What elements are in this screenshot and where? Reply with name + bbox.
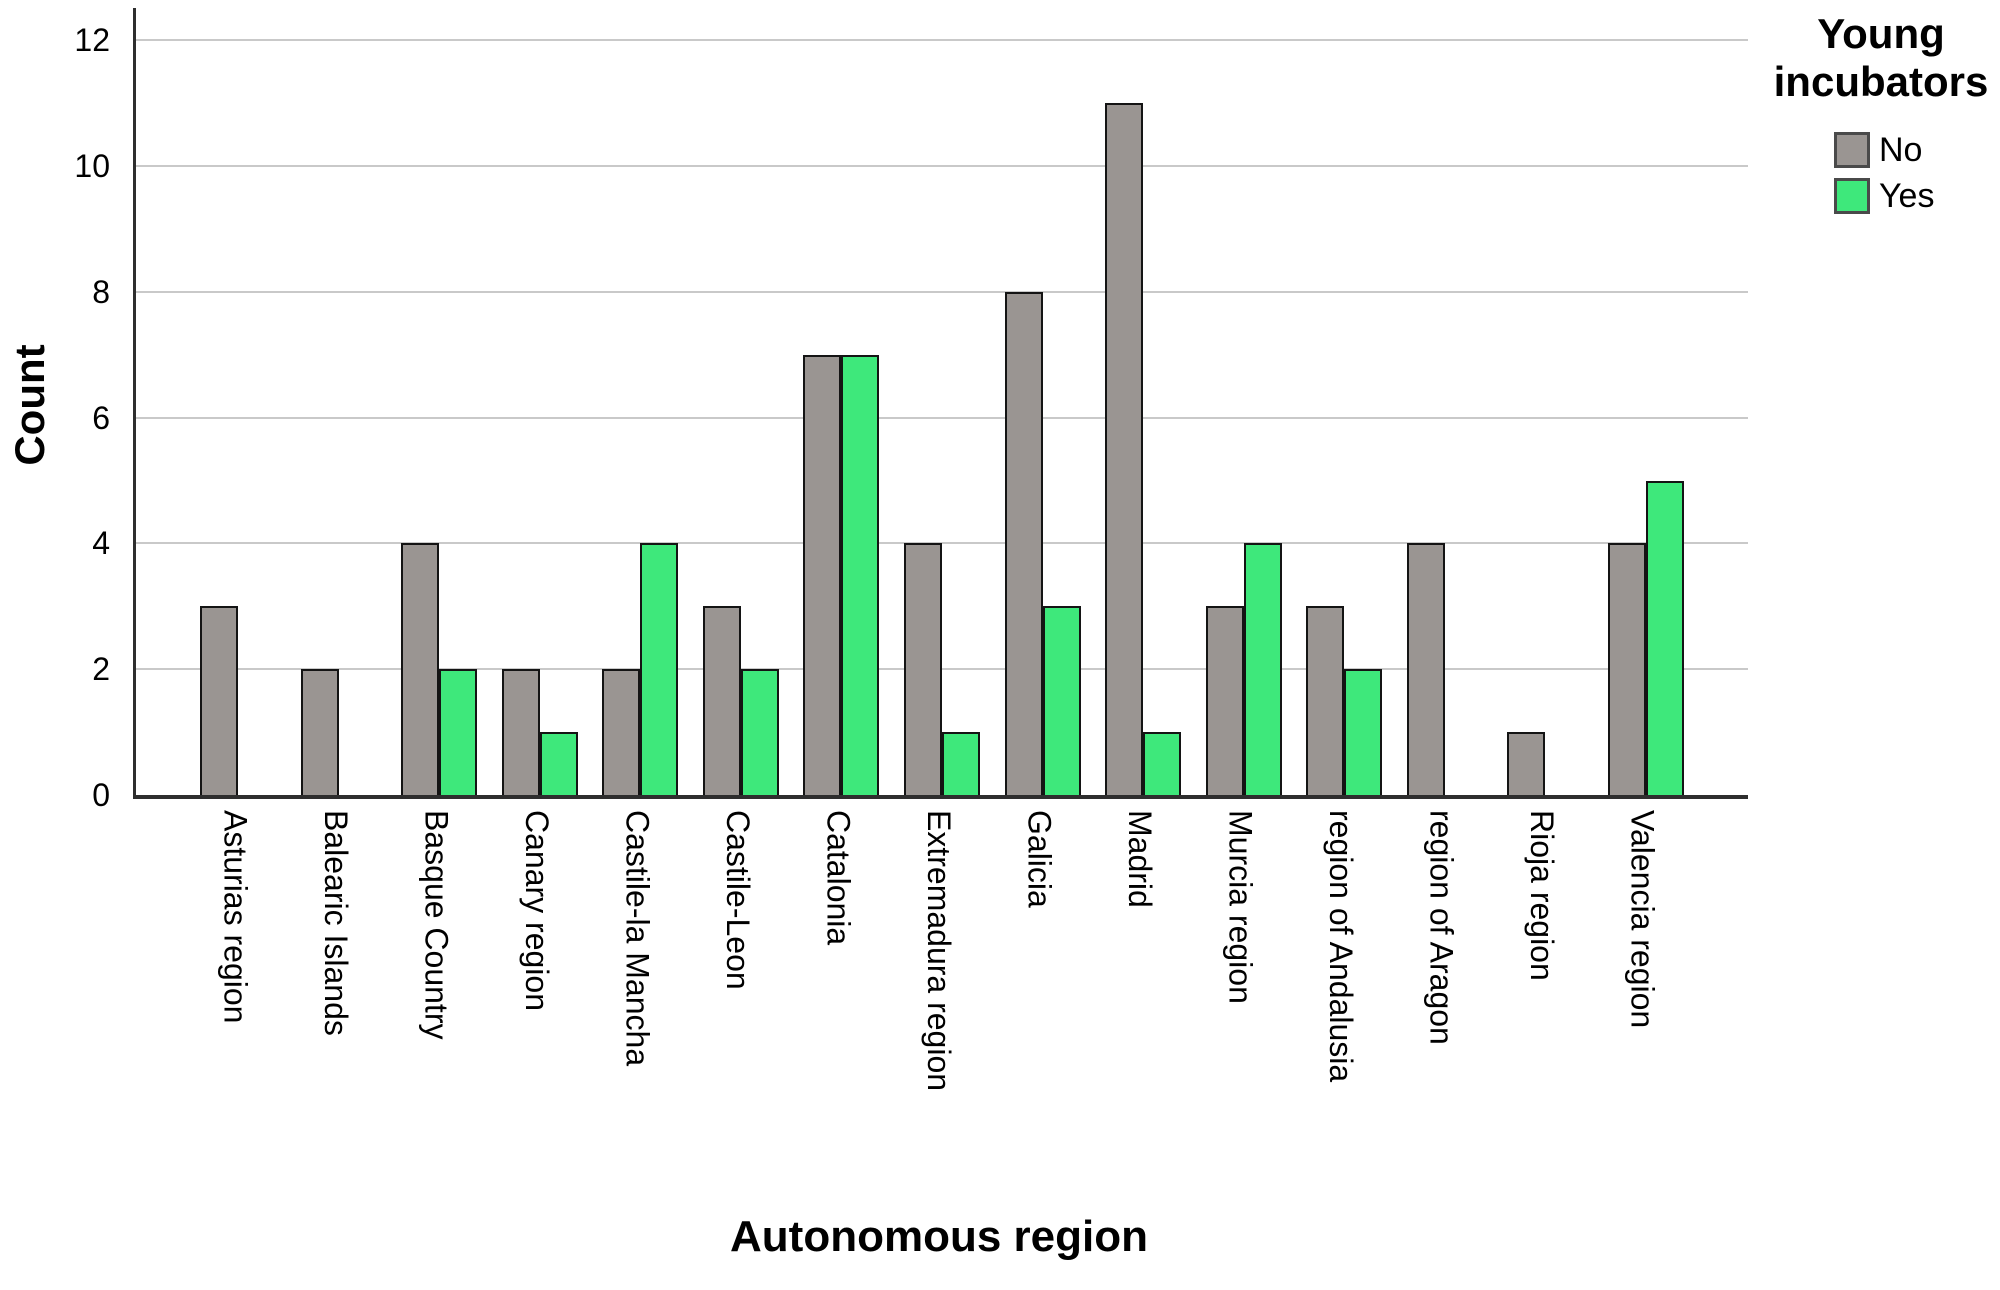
x-tick-label: Extremadura region <box>920 810 957 1092</box>
x-tick-label: Asturias region <box>217 810 254 1024</box>
gridline <box>136 668 1748 671</box>
x-tick-label: Madrid <box>1122 810 1159 908</box>
x-tick-label: Rioja region <box>1524 810 1561 981</box>
x-tick-cell: Castile-la Mancha <box>587 810 688 1205</box>
x-tick-cell: Balearic Islands <box>286 810 387 1205</box>
legend: Young incubators No Yes <box>1762 10 2000 214</box>
x-tick-cell: Galicia <box>989 810 1090 1205</box>
x-tick-cell: Extremadura region <box>889 810 990 1205</box>
y-axis-tick-labels: 0 2 4 6 8 10 12 <box>0 8 122 812</box>
legend-items: No Yes <box>1762 132 2000 214</box>
bar-yes <box>439 669 478 795</box>
x-tick-label: Castile-la Mancha <box>619 810 656 1067</box>
bar-no <box>1406 543 1445 795</box>
bar-no <box>200 606 239 795</box>
bar-group <box>992 291 1093 795</box>
gridline <box>136 165 1748 167</box>
bar-group <box>1193 543 1294 795</box>
legend-item: No <box>1834 132 2000 168</box>
legend-title: Young incubators <box>1773 10 1989 105</box>
x-tick-cell: Rioja region <box>1492 810 1593 1205</box>
gridline <box>136 416 1748 419</box>
bar-yes <box>1042 606 1081 795</box>
x-tick-cell: Canary region <box>487 810 588 1205</box>
x-axis-title: Autonomous region <box>730 1212 1148 1261</box>
x-tick-cell: Basque Country <box>386 810 487 1205</box>
bar-no <box>602 669 641 795</box>
bar-yes <box>1344 669 1383 795</box>
x-tick-label: Canary region <box>518 810 555 1011</box>
bars-layer <box>136 8 1748 795</box>
bar-no <box>702 606 741 795</box>
x-tick-label: region of Aragon <box>1423 810 1460 1045</box>
x-tick-label: Castile-Leon <box>719 810 756 990</box>
x-tick-label: Catalonia <box>820 810 857 946</box>
x-tick-label: region of Andalusia <box>1323 810 1360 1083</box>
bar-yes <box>1645 480 1684 795</box>
legend-label: No <box>1879 131 1923 169</box>
y-tick-label: 8 <box>92 273 110 310</box>
bar-yes <box>539 732 578 795</box>
gridline <box>136 542 1748 545</box>
x-tick-cell: Murcia region <box>1190 810 1291 1205</box>
bar-yes <box>1243 543 1282 795</box>
plot-area <box>133 8 1748 799</box>
gridline <box>136 39 1748 42</box>
x-tick-cell: Asturias region <box>185 810 286 1205</box>
bar-yes <box>841 354 880 795</box>
bar-group <box>188 606 289 795</box>
x-tick-label: Basque Country <box>418 810 455 1040</box>
bar-yes <box>941 732 980 795</box>
x-tick-cell: Catalonia <box>788 810 889 1205</box>
gridline <box>136 290 1748 293</box>
x-tick-cell: Valencia region <box>1592 810 1693 1205</box>
y-tick-label: 12 <box>74 22 110 59</box>
y-tick-label: 4 <box>92 525 110 562</box>
y-tick-label: 6 <box>92 399 110 436</box>
bar-no <box>1607 543 1646 795</box>
bar-no <box>1004 291 1043 795</box>
legend-label: Yes <box>1879 177 1935 215</box>
bar-no <box>1205 606 1244 795</box>
legend-swatch-yes <box>1834 178 1870 214</box>
bar-no <box>903 543 942 795</box>
x-tick-label: Murcia region <box>1222 810 1259 1004</box>
x-tick-label: Balearic Islands <box>317 810 354 1036</box>
bar-group <box>691 606 792 795</box>
x-tick-cell: region of Andalusia <box>1291 810 1392 1205</box>
y-tick-label: 0 <box>92 777 110 813</box>
legend-item: Yes <box>1834 178 2000 214</box>
bar-no <box>300 669 339 795</box>
bar-group <box>1495 732 1596 795</box>
bar-group <box>389 543 490 795</box>
bar-yes <box>740 669 779 795</box>
bar-group <box>590 543 691 795</box>
bar-no <box>1105 103 1144 795</box>
x-tick-cell: region of Aragon <box>1391 810 1492 1205</box>
x-tick-cell: Madrid <box>1090 810 1191 1205</box>
bar-group <box>1595 480 1696 795</box>
bar-group <box>1394 543 1495 795</box>
x-tick-cell: Castile-Leon <box>688 810 789 1205</box>
x-axis-tick-labels: Asturias region Balearic Islands Basque Co… <box>133 810 1745 1205</box>
bar-yes <box>640 543 679 795</box>
bar-group <box>490 669 591 795</box>
x-tick-label: Galicia <box>1021 810 1058 908</box>
y-tick-label: 2 <box>92 651 110 688</box>
x-tick-label: Valencia region <box>1624 810 1661 1029</box>
bar-yes <box>1143 732 1182 795</box>
y-tick-label: 10 <box>74 148 110 184</box>
bar-no <box>1507 732 1546 795</box>
legend-swatch-no <box>1834 132 1870 168</box>
bar-group <box>791 354 892 795</box>
bar-group <box>289 669 390 795</box>
bar-group <box>892 543 993 795</box>
bar-group <box>1294 606 1395 795</box>
bar-no <box>803 354 842 795</box>
bar-no <box>501 669 540 795</box>
bar-no <box>1306 606 1345 795</box>
bar-no <box>401 543 440 795</box>
bar-group <box>1093 103 1194 795</box>
